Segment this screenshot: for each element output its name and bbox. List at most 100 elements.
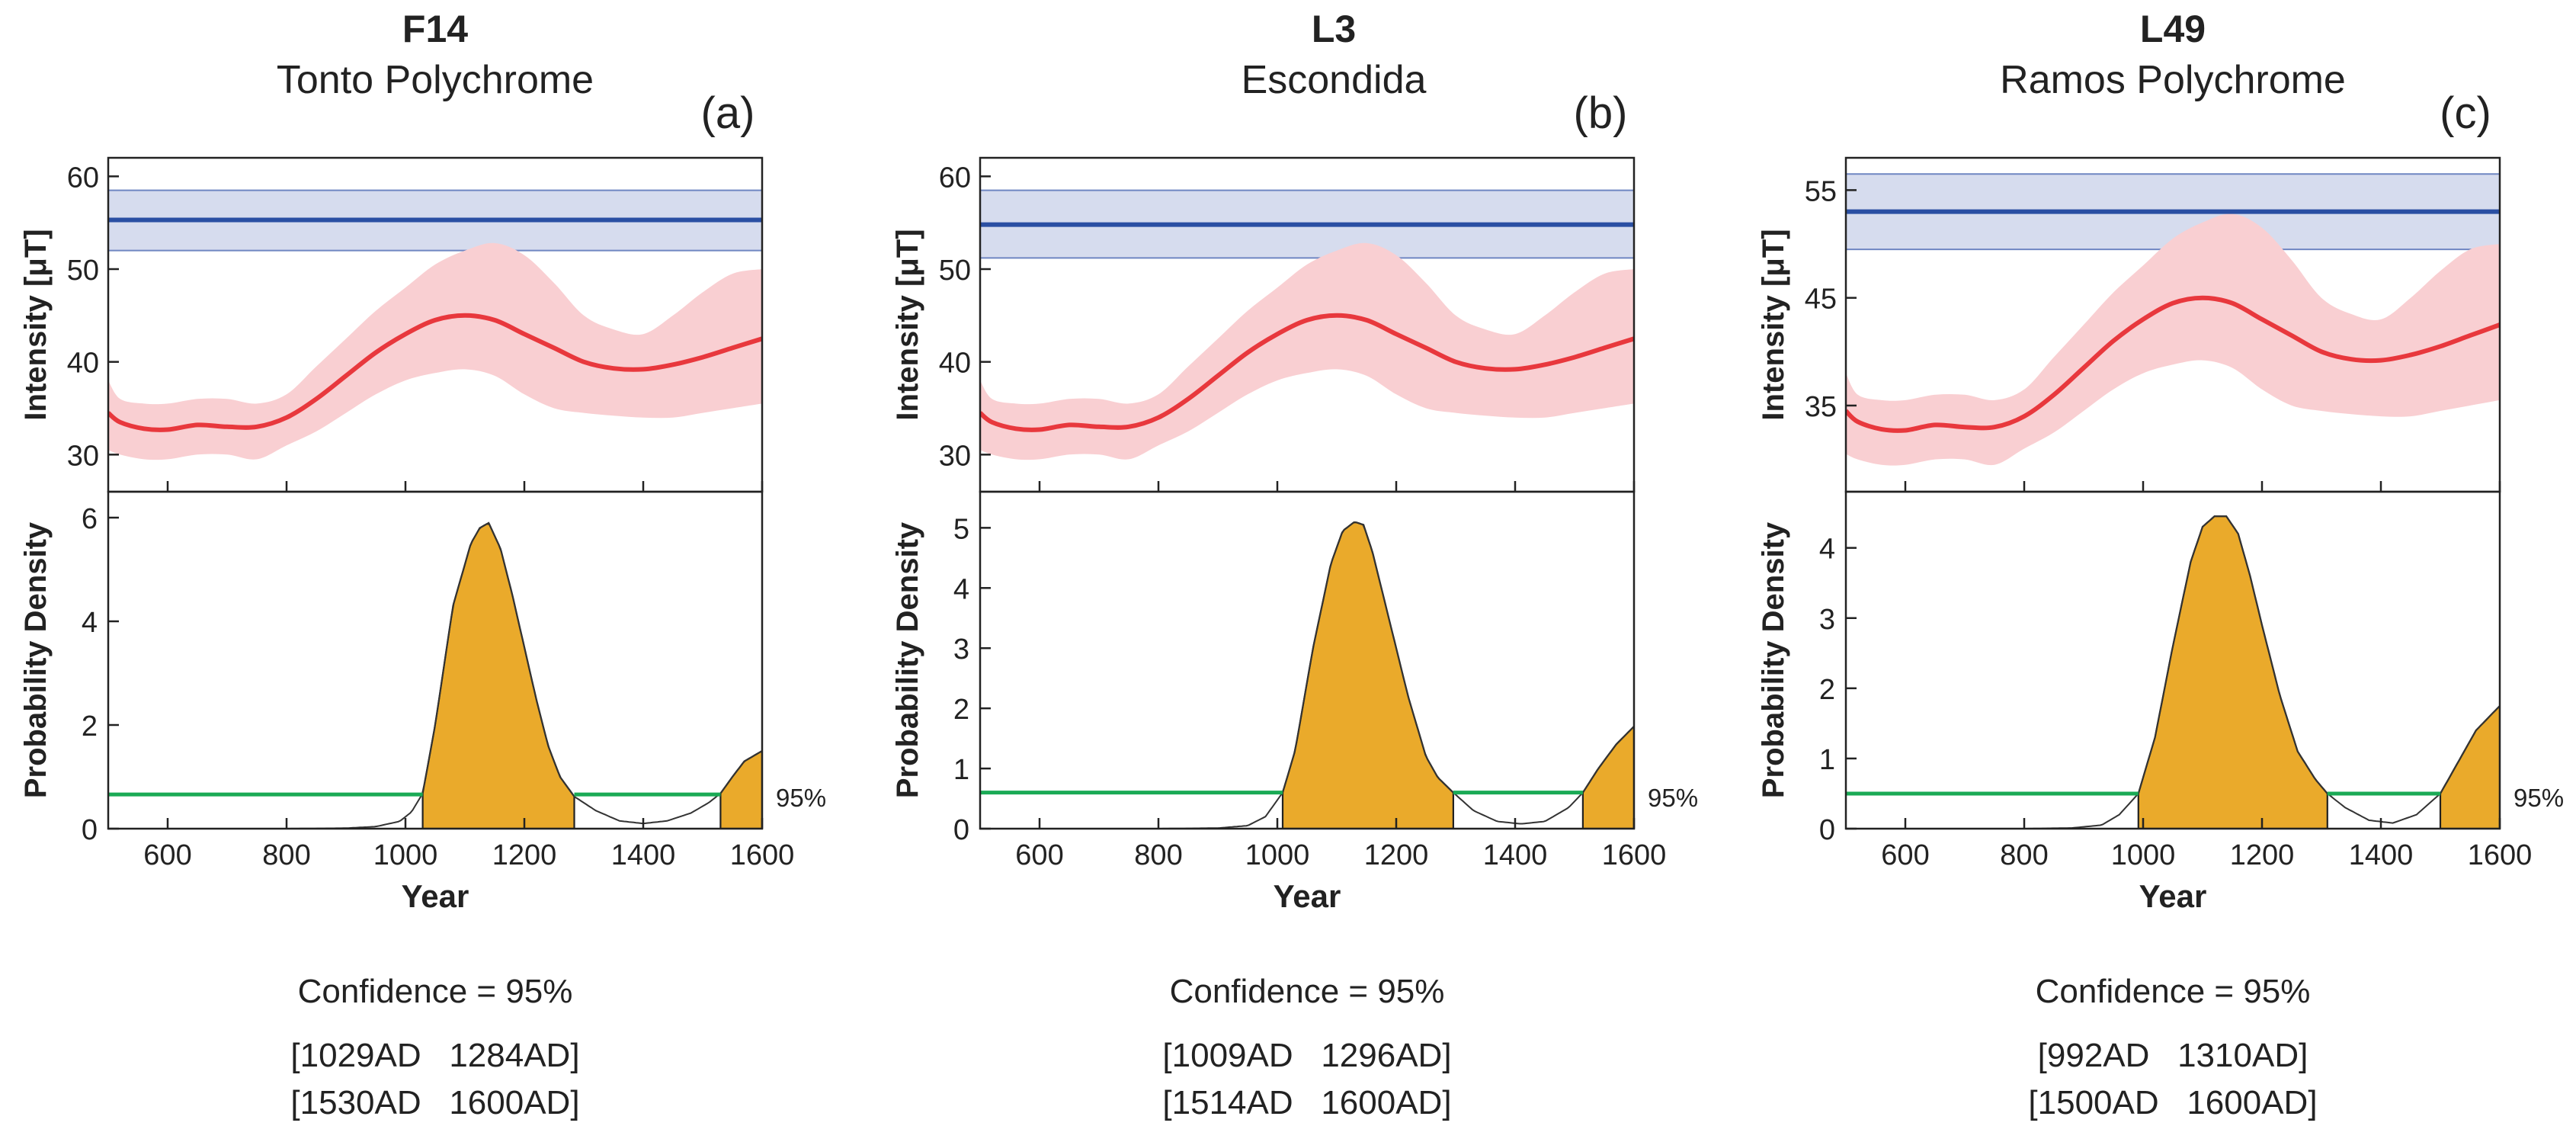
density-curve <box>980 521 1634 829</box>
y-tick-label-intensity: 60 <box>939 162 971 194</box>
x-tick-label: 600 <box>1881 839 1929 871</box>
y-tick-label-density: 3 <box>1819 604 1835 636</box>
y-tick-label-density: 3 <box>953 634 969 666</box>
sample-id-title: L49 <box>2140 8 2206 50</box>
x-tick-label: 600 <box>1015 839 1063 871</box>
y-tick-label-intensity: 60 <box>67 162 99 194</box>
y-axis-label-intensity: Intensity [μT] <box>19 229 53 420</box>
x-tick-label: 800 <box>2000 839 2048 871</box>
x-tick-label: 800 <box>1134 839 1182 871</box>
reference-curve-band <box>108 242 762 460</box>
density-curve <box>1846 515 2500 829</box>
confidence-interval-fill-1 <box>421 523 575 829</box>
y-tick-label-density: 6 <box>82 503 98 535</box>
y-tick-label-intensity: 40 <box>67 348 99 380</box>
x-tick-label: 1600 <box>1602 839 1667 871</box>
x-tick-label: 800 <box>262 839 310 871</box>
reference-curve-band <box>980 242 1634 460</box>
x-axis-label: Year <box>402 878 469 914</box>
y-tick-label-density: 4 <box>82 607 98 639</box>
x-tick-label: 1200 <box>2230 839 2295 871</box>
x-tick-label: 1200 <box>492 839 557 871</box>
density-axes-frame <box>107 490 764 830</box>
y-tick-label-density: 2 <box>1819 674 1835 706</box>
x-tick-label: 1600 <box>730 839 795 871</box>
y-axis-label-intensity: Intensity [μT] <box>891 229 924 420</box>
y-axis-label-density: Probability Density <box>1757 521 1790 798</box>
reference-curve-mean <box>108 313 762 432</box>
intensity-plot-area <box>108 189 762 460</box>
density-plot-area <box>980 521 1634 829</box>
y-tick-label-density: 4 <box>1819 534 1835 566</box>
y-tick-label-density: 5 <box>953 513 969 545</box>
confidence-label: Confidence = 95% <box>297 973 573 1010</box>
confidence-interval-fill-2 <box>2439 704 2500 829</box>
y-tick-label-density: 0 <box>953 814 969 846</box>
y-tick-label-intensity: 45 <box>1805 284 1837 316</box>
sample-type-title: Tonto Polychrome <box>277 58 594 102</box>
reference-curve-band <box>1846 213 2500 466</box>
interval-line-2: [1530AD 1600AD] <box>290 1084 580 1121</box>
x-tick-label: 1000 <box>2111 839 2176 871</box>
sample-id-title: F14 <box>402 8 468 50</box>
x-tick-label: 1000 <box>1245 839 1310 871</box>
reference-curve-mean <box>1846 295 2500 433</box>
y-tick-label-density: 4 <box>953 573 969 605</box>
x-tick-label: 1000 <box>373 839 438 871</box>
interval-line-1: [992AD 1310AD] <box>2037 1037 2308 1074</box>
x-tick-label: 1400 <box>611 839 676 871</box>
threshold-percent-label: 95% <box>776 784 826 812</box>
x-axis-label: Year <box>2139 878 2207 914</box>
y-tick-label-density: 1 <box>953 754 969 786</box>
y-tick-label-density: 0 <box>82 814 98 846</box>
y-axis-label-density: Probability Density <box>19 521 53 798</box>
y-tick-label-intensity: 30 <box>67 440 99 472</box>
confidence-label: Confidence = 95% <box>2035 973 2311 1010</box>
intensity-plot-area <box>1846 173 2500 466</box>
y-tick-label-intensity: 55 <box>1805 175 1837 207</box>
density-curve <box>108 521 762 829</box>
y-tick-label-intensity: 50 <box>67 255 99 287</box>
density-plot-area <box>108 521 762 829</box>
y-axis-label-intensity: Intensity [μT] <box>1757 229 1790 420</box>
x-tick-label: 1400 <box>2349 839 2414 871</box>
interval-line-1: [1009AD 1296AD] <box>1162 1037 1452 1074</box>
chart-panel-L49: L49 Ramos Polychrome (c) 35 45 55 Intensity [μ… <box>1757 8 2564 914</box>
reference-curve-mean <box>980 313 1634 432</box>
chart-panel-L3: L3 Escondida (b) 30 40 50 60 Intensity [μT] 0 1 2 3… <box>891 8 1698 914</box>
panel-label: (c) <box>2440 88 2491 138</box>
confidence-interval-fill-2 <box>1581 725 1634 829</box>
sample-type-title: Escondida <box>1242 58 1427 102</box>
density-axes-frame <box>1844 490 2501 830</box>
x-axis-label: Year <box>1274 878 1341 914</box>
interval-line-2: [1514AD 1600AD] <box>1162 1084 1452 1121</box>
x-tick-label: 600 <box>143 839 191 871</box>
y-tick-label-density: 2 <box>82 711 98 743</box>
density-plot-area <box>1846 515 2500 829</box>
x-tick-label: 1600 <box>2468 839 2533 871</box>
density-axes-frame <box>979 490 1636 830</box>
panel-label: (b) <box>1574 88 1628 138</box>
panel-label: (a) <box>701 88 755 138</box>
threshold-percent-label: 95% <box>1648 784 1698 812</box>
sample-id-title: L3 <box>1312 8 1356 50</box>
y-tick-label-density: 2 <box>953 694 969 726</box>
y-tick-label-density: 1 <box>1819 744 1835 776</box>
x-tick-label: 1400 <box>1483 839 1548 871</box>
confidence-interval-fill-2 <box>719 749 762 829</box>
y-tick-label-density: 0 <box>1819 814 1835 846</box>
interval-line-2: [1500AD 1600AD] <box>2028 1084 2318 1121</box>
y-tick-label-intensity: 35 <box>1805 391 1837 423</box>
y-axis-label-density: Probability Density <box>891 521 924 798</box>
confidence-label: Confidence = 95% <box>1169 973 1445 1010</box>
interval-line-1: [1029AD 1284AD] <box>290 1037 580 1074</box>
threshold-percent-label: 95% <box>2514 784 2564 812</box>
x-tick-label: 1200 <box>1364 839 1429 871</box>
y-tick-label-intensity: 40 <box>939 348 971 380</box>
confidence-interval-fill-1 <box>2137 515 2328 829</box>
y-tick-label-intensity: 30 <box>939 440 971 472</box>
sample-type-title: Ramos Polychrome <box>2000 58 2346 102</box>
y-tick-label-intensity: 50 <box>939 255 971 287</box>
intensity-plot-area <box>980 189 1634 460</box>
